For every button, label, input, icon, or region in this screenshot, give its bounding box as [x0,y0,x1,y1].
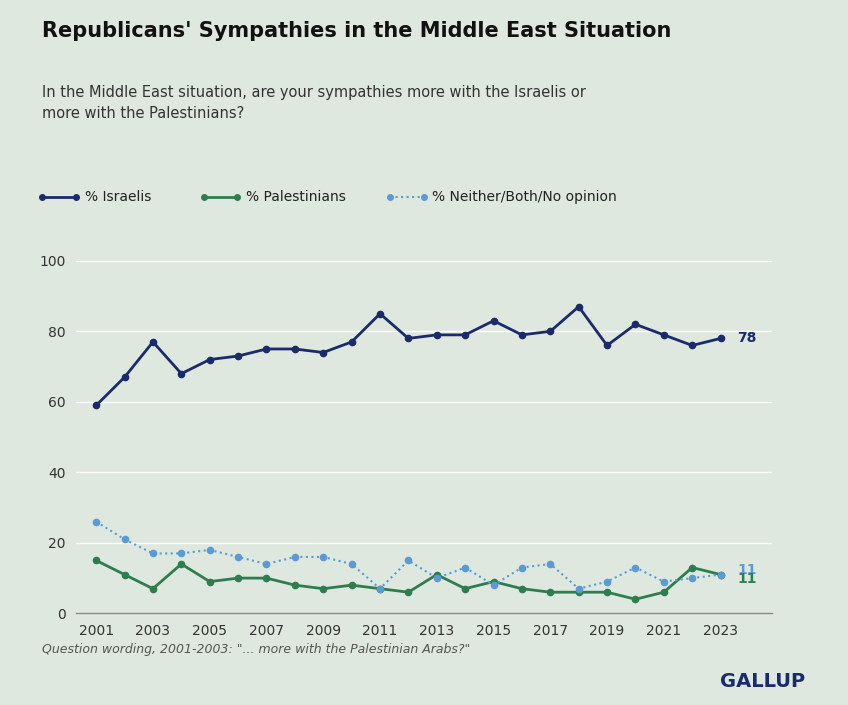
Text: 11: 11 [738,572,757,586]
Text: % Israelis: % Israelis [85,190,151,204]
Text: Question wording, 2001-2003: "... more with the Palestinian Arabs?": Question wording, 2001-2003: "... more w… [42,643,471,656]
Text: 11: 11 [738,563,757,577]
Text: GALLUP: GALLUP [721,672,806,691]
Text: Republicans' Sympathies in the Middle East Situation: Republicans' Sympathies in the Middle Ea… [42,21,672,41]
Text: In the Middle East situation, are your sympathies more with the Israelis or
more: In the Middle East situation, are your s… [42,85,586,121]
Text: % Palestinians: % Palestinians [246,190,346,204]
Text: 78: 78 [738,331,757,345]
Text: % Neither/Both/No opinion: % Neither/Both/No opinion [432,190,617,204]
